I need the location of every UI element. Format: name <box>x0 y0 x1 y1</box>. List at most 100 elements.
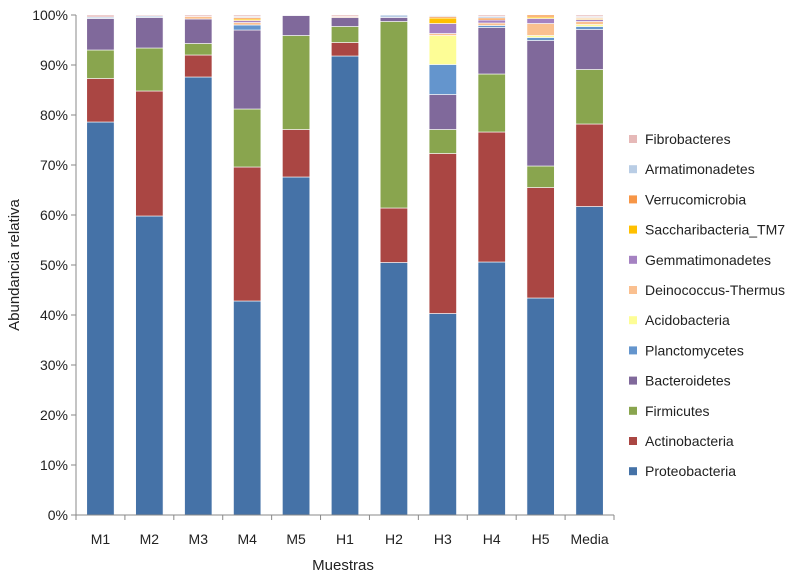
bar-segment <box>233 29 262 110</box>
legend-label: Bacteroidetes <box>645 373 731 389</box>
x-tick-label: M5 <box>286 531 306 547</box>
legend: Fibrobacteres Armatimonadetes Verrucomicro… <box>629 131 785 479</box>
y-tick-label: 20% <box>40 407 68 423</box>
legend-label: Acidobacteria <box>645 312 730 328</box>
bar-segment <box>379 17 408 22</box>
legend-swatch <box>629 135 637 143</box>
bar-segment <box>575 29 604 70</box>
bar-segments <box>86 14 604 516</box>
bar-segment <box>135 14 164 17</box>
bar-segment <box>184 16 213 20</box>
x-tick-label: M4 <box>237 531 257 547</box>
bar-segment <box>428 153 457 314</box>
bar-segment <box>477 27 506 75</box>
y-tick-label: 50% <box>40 257 68 273</box>
bar-segment <box>428 129 457 154</box>
bar-segment <box>184 76 213 516</box>
bar-segment <box>233 24 262 31</box>
legend-label: Firmicutes <box>645 403 710 419</box>
bar-segment <box>233 300 262 516</box>
bar-segment <box>477 261 506 516</box>
bar-segment <box>86 18 115 51</box>
x-tick-label: M1 <box>91 531 111 547</box>
bar-segment <box>428 35 457 65</box>
legend-label: Fibrobacteres <box>645 131 731 147</box>
bar-segment <box>331 17 359 27</box>
bar-segment <box>233 166 262 302</box>
y-tick-label: 100% <box>32 7 68 23</box>
bar-segment <box>135 17 164 49</box>
bar-segment <box>331 55 359 516</box>
x-axis-tick-labels: M1 M2 M3 M4 M5 H1 H2 H3 H4 H5 Media <box>75 515 615 547</box>
bar-segment <box>379 21 408 209</box>
bar-segment <box>331 26 359 43</box>
bar-segment <box>575 123 604 207</box>
bar-segment <box>86 78 115 123</box>
x-tick-label: H1 <box>336 531 354 547</box>
y-tick-label: 40% <box>40 307 68 323</box>
bar-segment <box>477 19 506 24</box>
bar-segment <box>379 262 408 516</box>
bar-segment <box>184 14 213 17</box>
legend-swatch <box>629 286 637 294</box>
x-tick-label: M3 <box>189 531 209 547</box>
bar-segment <box>184 54 213 78</box>
bar-segment <box>331 14 359 17</box>
bar-segment <box>282 176 311 516</box>
legend-swatch <box>629 467 637 476</box>
bar-segment <box>477 131 506 263</box>
legend-label: Deinococcus-Thermus <box>645 282 785 298</box>
bar-segment <box>282 15 311 36</box>
legend-swatch <box>629 437 637 445</box>
bar-segment <box>135 90 164 217</box>
bar-segment <box>233 108 262 168</box>
bar-segment <box>428 94 457 130</box>
bar-segment <box>526 187 555 299</box>
bar-segment <box>526 18 555 24</box>
bar-segment <box>86 121 115 516</box>
bar-segment <box>526 40 555 167</box>
bar-segment <box>379 207 408 263</box>
bar-segment <box>233 22 262 26</box>
bar-segment <box>282 129 311 178</box>
x-tick-label: H3 <box>434 531 452 547</box>
bar-segment <box>86 49 115 79</box>
x-tick-label: H5 <box>532 531 550 547</box>
x-tick-label: H2 <box>385 531 403 547</box>
x-tick-label: M2 <box>140 531 160 547</box>
bar-segment <box>428 17 457 24</box>
bar-segment <box>233 14 262 17</box>
y-tick-label: 0% <box>48 507 68 523</box>
legend-swatch <box>629 165 637 174</box>
bar-segment <box>282 35 311 130</box>
bar-segment <box>428 14 457 16</box>
x-tick-label: Media <box>570 531 608 547</box>
bar-segment <box>575 69 604 125</box>
y-axis-title: Abundancia relativa <box>6 198 23 330</box>
bar-segment <box>526 14 555 18</box>
legend-label: Proteobacteria <box>645 463 736 479</box>
bar-segment <box>575 14 604 17</box>
bar-segment <box>86 14 115 18</box>
legend-label: Planctomycetes <box>645 342 744 358</box>
bar-segment <box>282 14 311 16</box>
legend-swatch <box>629 346 637 355</box>
legend-swatch <box>629 316 637 325</box>
legend-label: Saccharibacteria_TM7 <box>645 222 785 238</box>
bar-segment <box>526 23 555 36</box>
y-tick-label: 10% <box>40 457 68 473</box>
bar-segment <box>526 165 555 188</box>
y-tick-label: 70% <box>40 157 68 173</box>
bar-segment <box>428 313 457 516</box>
bar-segment <box>184 18 213 44</box>
legend-label: Gemmatimonadetes <box>645 252 771 268</box>
y-tick-label: 60% <box>40 207 68 223</box>
bar-segment <box>428 64 457 95</box>
bar-segment <box>526 37 555 41</box>
bar-segment <box>575 21 604 25</box>
y-tick-label: 80% <box>40 107 68 123</box>
legend-label: Verrucomicrobia <box>645 191 746 207</box>
legend-swatch <box>629 376 637 385</box>
bar-segment <box>477 14 506 17</box>
bar-segment <box>477 73 506 133</box>
